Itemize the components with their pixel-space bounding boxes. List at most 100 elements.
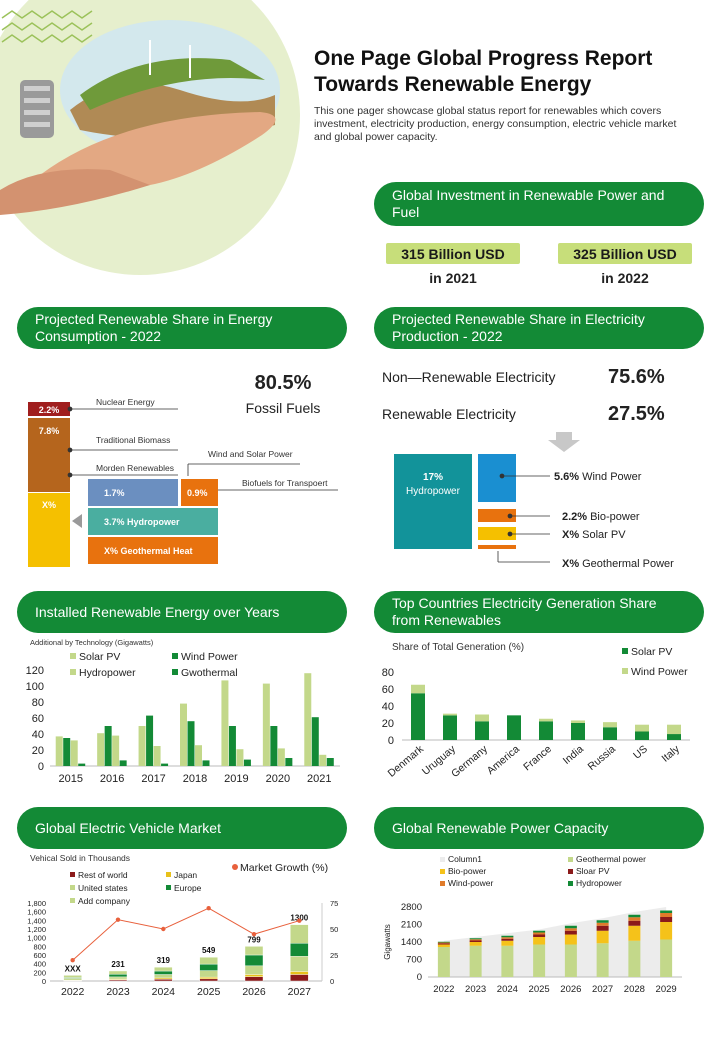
x-tick-label: Denmark [386,743,427,780]
geothermal-power-label: Geothermal Power [582,558,674,570]
y-axis-title: Gigawatts [383,924,392,960]
x-tick-label: 2020 [266,773,290,785]
legend-swatch [568,869,573,874]
bar [475,714,489,722]
column1-area [443,907,667,977]
hydropower-box-label: 3.7% Hydropower [104,517,180,527]
renewable-value: 27.5% [608,403,665,425]
legend-label: Bio-power [448,866,486,876]
x-tick-label: 2017 [141,773,165,785]
bar [443,715,457,740]
y-tick-label: 200 [33,968,46,977]
bar [667,724,681,735]
bar [596,922,609,926]
bar-total-label: XXX [65,964,82,973]
solar-pv-item: X% Solar PV [562,529,626,541]
x-tick-label: 2019 [224,773,248,785]
geothermal-heat-box [88,537,218,564]
x-tick-label: 2024 [497,984,518,995]
bar [660,913,673,917]
bar [243,759,251,766]
y-tick-label: 40 [382,701,394,713]
bar [603,727,617,740]
y-tick-label: 0 [388,735,394,747]
y-tick-label: 80 [32,697,44,709]
legend-swatch [440,857,445,862]
bar [564,944,577,977]
legend-label: Geothermal power [576,854,646,864]
bar [539,718,553,722]
growth-point [161,926,166,932]
y-tick-label: 1400 [401,937,422,948]
bar [199,970,218,978]
bar [533,934,546,937]
y2-tick-label: 0 [330,977,334,986]
bar [437,941,450,943]
bar [501,935,514,938]
bar-total-label: 1300 [290,914,308,923]
legend-label: Gwothermal [181,667,238,679]
biofuels-callout: Biofuels for Transpoert [242,478,328,488]
bar [628,920,641,926]
bar [104,726,112,766]
bar [228,726,236,766]
bar [596,943,609,977]
bar [326,758,334,766]
x-tick-label: Germany [449,743,490,780]
bar [660,910,673,913]
hero-graphic [0,0,300,275]
bar [437,943,450,945]
x-tick-label: Italy [659,743,682,765]
x-tick-label: 2026 [242,986,266,998]
legend-swatch [232,864,238,870]
legend-label: Solar PV [79,651,120,663]
legend-label: Add company [78,896,131,906]
bar [469,945,482,977]
bar [270,726,278,766]
x-tick-label: 2016 [100,773,124,785]
legend-swatch [70,872,75,877]
bar [469,939,482,941]
wind-power-label: Wind Power [582,471,642,483]
legend-swatch [622,648,628,654]
countries-heading: Top Countries Electricity Generation Sha… [374,591,704,633]
bar [596,925,609,931]
bar [119,760,127,766]
bar [571,723,585,740]
legend-label: Wind-power [448,878,494,888]
wind-power-item: 5.6% Wind Power [554,471,642,483]
fossil-fuel-label: Fossil Fuels [245,400,321,416]
hydropower-value: 17% [423,472,443,483]
legend-swatch [440,869,445,874]
page-title-line-1: One Page Global Progress Report [314,47,653,70]
bar [596,930,609,944]
x-tick-label: 2023 [465,984,486,995]
legend-swatch [70,885,75,890]
bar [635,731,649,740]
investment-2022-amount: 325 Billion USD [558,243,692,264]
bar [146,715,154,766]
bio-power-block [478,509,516,522]
wind-solar-box-label: 1.7% [104,488,125,498]
bar [199,963,218,971]
bar [443,713,457,716]
bar-total-label: 319 [157,956,171,965]
bar [564,934,577,945]
bar [469,942,482,946]
nuclear-bar [28,402,70,416]
legend-label: Wind Power [181,651,238,663]
bar [533,937,546,945]
bar [70,740,78,766]
y-tick-label: 1,000 [27,934,46,943]
bar [437,942,450,944]
page-title-line-2: Towards Renewable Energy [314,73,592,96]
bar [290,971,309,975]
bar [55,736,63,766]
wind-solar-box [88,479,178,506]
bar [290,943,309,957]
legend-label: Wind Power [631,666,688,678]
growth-point [206,906,211,911]
y-tick-label: 60 [32,713,44,725]
geothermal-power-value: X% [562,558,579,570]
growth-point [70,958,75,963]
